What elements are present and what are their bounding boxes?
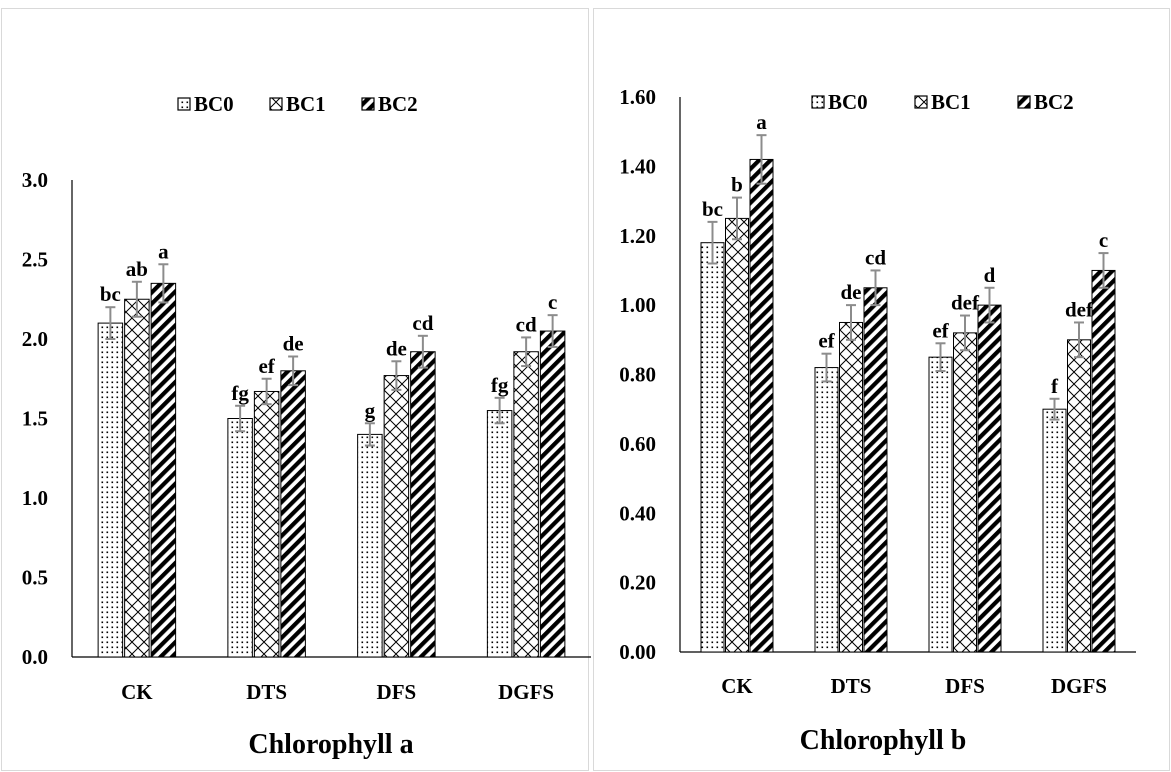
- bar-bc0: [928, 356, 953, 653]
- legend-label-bc0: BC0: [828, 90, 868, 114]
- significance-letter: g: [365, 398, 376, 422]
- significance-letter: de: [841, 280, 862, 304]
- bar-bc2: [863, 287, 888, 653]
- y-tick-label: 0.0: [22, 645, 48, 669]
- bar-bc2: [280, 370, 306, 658]
- bar-bc2: [150, 282, 177, 658]
- x-category-label: DGFS: [1051, 674, 1107, 698]
- significance-letter: ef: [818, 329, 835, 353]
- legend-swatch-bc2: [1017, 95, 1031, 109]
- x-category-label: DFS: [945, 674, 985, 698]
- y-tick-label: 1.5: [22, 407, 48, 431]
- legend-swatch-bc1: [914, 95, 928, 109]
- significance-letter: bc: [702, 197, 723, 221]
- y-tick-label: 0.80: [619, 363, 656, 387]
- legend-label-bc2: BC2: [1034, 90, 1074, 114]
- legend-label-bc1: BC1: [286, 92, 326, 116]
- significance-letter: de: [386, 336, 407, 360]
- significance-letter: def: [1065, 297, 1094, 321]
- bar-bc0: [227, 418, 253, 658]
- y-tick-label: 0.5: [22, 566, 48, 590]
- legend-swatch-bc0: [811, 95, 825, 109]
- bar-bc0: [1042, 408, 1067, 653]
- bar-bc1: [953, 332, 977, 653]
- significance-letter: d: [984, 263, 996, 287]
- bar-bc2: [410, 351, 436, 658]
- significance-letter: fg: [231, 381, 249, 405]
- y-tick-label: 3.0: [22, 168, 48, 192]
- significance-letter: def: [951, 291, 980, 315]
- y-tick-label: 0.60: [619, 432, 656, 456]
- y-tick-label: 1.60: [619, 85, 656, 109]
- chart-chlorophyll-a: 0.00.51.01.52.02.53.0bcabaCKfgefdeDTSgde…: [22, 92, 591, 760]
- significance-letter: ab: [126, 257, 148, 281]
- significance-letter: f: [1051, 374, 1059, 398]
- bar-bc1: [253, 390, 280, 658]
- panel-a-frame: [1, 8, 589, 771]
- y-tick-label: 1.00: [619, 293, 656, 317]
- significance-letter: a: [158, 239, 169, 263]
- significance-letter: cd: [412, 311, 433, 335]
- x-axis-title: Chlorophyll b: [800, 725, 967, 756]
- x-category-label: DTS: [831, 674, 872, 698]
- significance-letter: bc: [100, 282, 121, 306]
- bar-bc2: [1091, 269, 1116, 653]
- bar-bc1: [839, 321, 863, 653]
- y-tick-label: 2.5: [22, 248, 48, 272]
- bar-bc1: [725, 217, 749, 653]
- significance-letter: c: [548, 290, 557, 314]
- x-category-label: DGFS: [498, 680, 554, 704]
- significance-letter: a: [756, 110, 767, 134]
- legend-label-bc1: BC1: [931, 90, 971, 114]
- y-tick-label: 1.40: [619, 154, 656, 178]
- y-tick-label: 0.20: [619, 571, 656, 595]
- x-category-label: DFS: [377, 680, 417, 704]
- significance-letter: fg: [491, 373, 509, 397]
- legend-swatch-bc2: [361, 97, 375, 111]
- bar-bc1: [383, 375, 410, 658]
- y-tick-label: 1.20: [619, 224, 656, 248]
- significance-letter: b: [731, 173, 743, 197]
- x-category-label: CK: [721, 674, 753, 698]
- bar-bc2: [539, 330, 566, 658]
- significance-letter: cd: [865, 245, 886, 269]
- legend-label-bc0: BC0: [194, 92, 234, 116]
- significance-letter: cd: [516, 312, 537, 336]
- significance-letter: ef: [932, 318, 949, 342]
- significance-letter: de: [283, 331, 304, 355]
- significance-letter: c: [1099, 228, 1108, 252]
- bar-bc0: [486, 410, 513, 658]
- x-axis-title: Chlorophyll a: [248, 729, 413, 760]
- x-category-label: DTS: [246, 680, 287, 704]
- y-tick-label: 2.0: [22, 327, 48, 351]
- legend-label-bc2: BC2: [378, 92, 418, 116]
- y-tick-label: 1.0: [22, 486, 48, 510]
- y-tick-label: 0.40: [619, 501, 656, 525]
- bar-bc0: [814, 367, 839, 653]
- bar-bc0: [97, 322, 124, 658]
- legend-swatch-bc1: [269, 97, 283, 111]
- chart-chlorophyll-b: 0.00 0.20 0.40 0.60 0.80 1.00 1.20 1.40 1.60 bcb a…: [619, 85, 1136, 756]
- bar-bc2: [749, 158, 774, 653]
- bar-bc1: [513, 351, 539, 658]
- y-tick-label: 0.00: [619, 640, 656, 664]
- bar-bc1: [124, 298, 150, 658]
- legend-swatch-bc0: [177, 97, 191, 111]
- bar-bc0: [700, 242, 725, 653]
- panel-b-frame: [593, 8, 1170, 771]
- bar-bc2: [977, 304, 1002, 653]
- x-category-label: CK: [121, 680, 153, 704]
- bar-bc1: [1067, 339, 1091, 653]
- significance-letter: ef: [258, 354, 275, 378]
- bar-bc0: [357, 433, 383, 658]
